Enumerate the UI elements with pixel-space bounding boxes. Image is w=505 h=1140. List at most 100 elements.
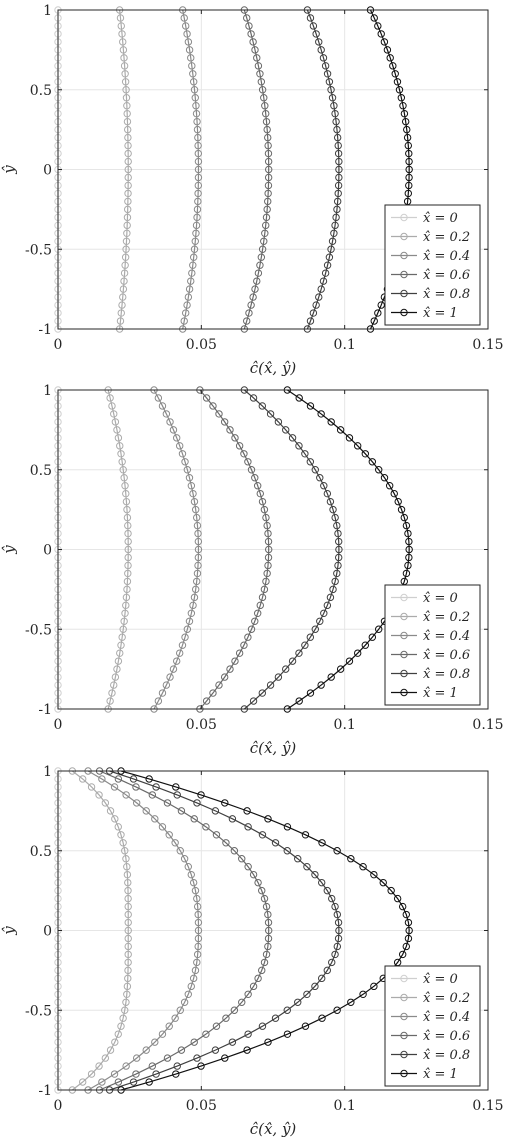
data-point (235, 649, 244, 657)
data-point (114, 1030, 122, 1038)
data-point (334, 934, 343, 943)
data-point (405, 545, 413, 554)
data-point (402, 569, 411, 578)
data-point (117, 641, 125, 649)
data-point (264, 157, 273, 166)
data-point (238, 998, 246, 1006)
data-point (113, 426, 121, 434)
data-point (123, 117, 132, 126)
data-point (315, 293, 323, 301)
data-point (320, 482, 328, 490)
data-point (244, 633, 252, 641)
data-point (335, 926, 343, 935)
data-point (221, 1054, 229, 1062)
data-point (193, 894, 201, 903)
data-point (309, 309, 318, 317)
data-point (263, 521, 271, 530)
data-point (253, 609, 262, 617)
x-tick-label: 0.15 (472, 717, 503, 733)
data-point (247, 30, 255, 38)
data-point (333, 125, 341, 134)
data-point (260, 94, 268, 102)
data-point (124, 157, 132, 166)
data-point (122, 1062, 130, 1070)
data-point (177, 1046, 186, 1054)
data-point (361, 450, 370, 458)
data-point (253, 54, 261, 62)
data-point (256, 489, 264, 498)
data-point (333, 1006, 341, 1014)
data-point (183, 625, 192, 633)
data-point (283, 823, 292, 831)
legend-marker (400, 232, 408, 241)
data-point (122, 94, 131, 102)
data-point (306, 317, 315, 325)
data-point (114, 775, 123, 783)
data-point (249, 394, 258, 402)
data-point (178, 450, 187, 458)
legend-entry: x̂ = 0.6 (423, 1029, 470, 1044)
series-line-6 (120, 770, 410, 1091)
data-point (117, 450, 125, 458)
data-point (262, 221, 270, 230)
data-point (110, 783, 119, 791)
data-point (172, 783, 180, 791)
data-point (120, 474, 128, 482)
data-point (309, 22, 318, 30)
data-point (180, 998, 189, 1006)
data-point (162, 410, 171, 418)
data-point (306, 458, 315, 466)
data-point (244, 823, 252, 831)
data-point (95, 1062, 103, 1070)
data-point (175, 649, 184, 657)
series-line-2 (107, 389, 129, 710)
data-point (111, 418, 120, 426)
data-point (326, 497, 335, 506)
data-point (333, 197, 342, 206)
data-point (258, 497, 267, 506)
data-point (114, 1078, 123, 1086)
data-point (194, 934, 203, 943)
data-point (323, 489, 332, 498)
data-point (124, 181, 132, 190)
data-point (191, 505, 200, 514)
data-point (120, 269, 129, 277)
data-point (397, 505, 406, 514)
data-point (331, 513, 339, 522)
data-point (95, 791, 103, 799)
data-point (165, 1022, 173, 1030)
legend-marker (400, 669, 408, 678)
data-point (187, 54, 195, 62)
data-point (111, 1038, 119, 1046)
data-point (389, 62, 397, 70)
data-point (211, 807, 220, 815)
data-point (181, 458, 189, 466)
data-point (404, 141, 412, 150)
legend-entry: x̂ = 0.6 (423, 268, 470, 283)
y-tick-label: 0.5 (30, 83, 52, 99)
data-point (256, 261, 264, 269)
data-point (121, 253, 130, 261)
legend-marker (400, 650, 408, 659)
data-point (301, 641, 309, 649)
legend-marker (400, 251, 408, 260)
data-point (193, 950, 202, 959)
data-point (334, 529, 342, 538)
data-point (194, 165, 203, 174)
data-point (370, 982, 378, 991)
data-point (194, 910, 202, 919)
data-point (374, 309, 382, 317)
data-point (264, 1038, 272, 1046)
data-point (283, 1006, 291, 1014)
data-point (122, 791, 130, 799)
data-point (317, 285, 325, 293)
data-point (152, 1070, 160, 1078)
data-point (243, 807, 251, 815)
data-point (123, 863, 131, 871)
data-point (194, 942, 202, 951)
data-point (124, 189, 132, 198)
data-point (117, 831, 125, 839)
data-point (328, 237, 337, 245)
data-point (189, 601, 197, 610)
data-point (123, 577, 132, 586)
